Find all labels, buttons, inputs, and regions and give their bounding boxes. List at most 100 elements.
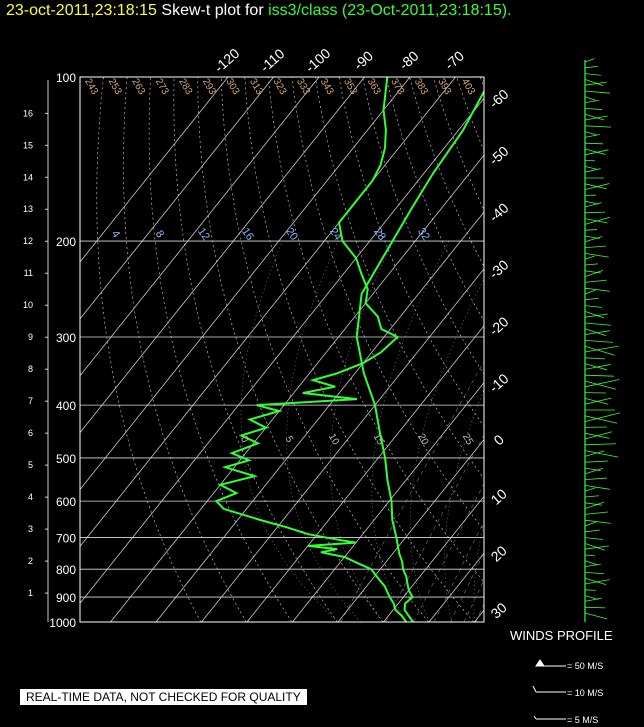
wind-barb xyxy=(584,357,605,360)
wind-barb xyxy=(584,545,609,550)
wind-barb xyxy=(584,477,607,480)
wind-barb xyxy=(584,364,611,370)
mixing-ratio-label: 32 xyxy=(415,226,432,243)
wind-barb xyxy=(584,460,608,463)
wind-barb xyxy=(584,380,617,390)
moist-adiabat-label: 25 xyxy=(460,432,475,448)
isotherm xyxy=(80,77,274,320)
wind-barb xyxy=(584,73,601,76)
isotherm xyxy=(80,77,229,263)
pressure-tick-label: 400 xyxy=(56,399,76,413)
title-plot-label: Skew-t plot for xyxy=(161,2,264,19)
dry-adiabat xyxy=(96,77,202,622)
dry-adiabat-label: 273 xyxy=(153,77,171,97)
temperature-tick-label: -100 xyxy=(302,45,334,76)
dry-adiabat-label: 333 xyxy=(294,77,312,97)
wind-barb xyxy=(584,415,618,424)
height-tick-label: 6 xyxy=(28,428,33,438)
wind-barb xyxy=(584,501,605,509)
temperature-tick-label: -30 xyxy=(486,256,512,282)
wind-barb xyxy=(584,554,595,557)
dry-adiabat-label: 283 xyxy=(176,77,194,97)
wind-barb xyxy=(584,183,610,190)
dry-adiabat xyxy=(267,77,484,583)
wind-barb xyxy=(584,229,598,231)
wind-barb xyxy=(584,495,599,498)
dry-adiabat-label: 263 xyxy=(129,77,147,97)
mixing-ratio-line xyxy=(433,520,484,622)
moist-adiabat-label: 10 xyxy=(326,432,341,448)
wind-barb xyxy=(584,81,607,86)
dry-adiabat xyxy=(220,77,429,622)
quality-warning: REAL-TIME DATA, NOT CHECKED FOR QUALITY xyxy=(20,689,307,705)
wind-barb xyxy=(584,134,600,138)
moist-adiabat-label: 0 xyxy=(238,434,251,445)
wind-legend-50: = 50 M/S xyxy=(567,661,604,671)
moist-adiabat xyxy=(286,240,362,622)
dry-adiabat xyxy=(123,77,247,622)
dry-adiabat xyxy=(385,77,484,322)
wind-barb xyxy=(584,263,598,266)
wind-barb xyxy=(584,183,607,190)
mixing-ratio-line xyxy=(340,360,484,622)
wind-barb xyxy=(584,345,619,353)
height-tick-label: 9 xyxy=(28,332,33,342)
dewpoint-trace xyxy=(214,77,408,622)
height-tick-label: 2 xyxy=(28,556,33,566)
wind-barb xyxy=(584,443,616,446)
moist-adiabat xyxy=(497,241,644,622)
temperature-tick-label: -40 xyxy=(486,199,512,225)
wind-barb xyxy=(584,450,619,458)
height-tick-label: 8 xyxy=(28,364,33,374)
temperature-tick-label: -50 xyxy=(486,143,512,169)
wind-barb xyxy=(584,589,597,591)
isotherm xyxy=(520,77,644,622)
height-tick-label: 15 xyxy=(23,140,33,150)
temperature-tick-label: -10 xyxy=(486,370,512,396)
mixing-ratio-label: 12 xyxy=(195,226,212,243)
wind-barb xyxy=(584,287,610,292)
wind-barb xyxy=(584,577,607,586)
dry-adiabat-label: 353 xyxy=(341,77,359,97)
height-tick-label: 11 xyxy=(24,268,33,278)
wind-barb xyxy=(584,374,614,377)
wind-barb xyxy=(584,537,603,540)
moist-adiabat-label: 20 xyxy=(415,432,430,448)
wind-barb xyxy=(584,168,601,173)
isotherm xyxy=(201,268,484,622)
mixing-ratio-line xyxy=(450,552,484,622)
temperature-tick-label: 0 xyxy=(490,431,507,448)
wind-barb xyxy=(584,125,611,128)
wind-barb xyxy=(584,579,610,585)
dry-adiabat-label: 323 xyxy=(271,77,289,97)
mixing-ratio-line xyxy=(463,579,484,622)
dry-adiabat xyxy=(527,77,644,622)
wind-legend-10-glyph xyxy=(532,685,566,693)
wind-barb xyxy=(584,563,601,567)
title-source: iss3/class (23-Oct-2011,23:18:15). xyxy=(268,2,512,19)
height-tick-label: 10 xyxy=(23,300,33,310)
dry-adiabat xyxy=(291,77,484,531)
winds-profile-title: WINDS PROFILE xyxy=(510,628,613,643)
dry-adiabat-label: 243 xyxy=(82,77,100,97)
wind-barb xyxy=(584,108,602,110)
height-tick-label: 14 xyxy=(23,172,33,182)
height-tick-label: 12 xyxy=(23,236,33,246)
height-tick-label: 1 xyxy=(28,588,33,598)
dry-adiabat xyxy=(148,77,293,622)
wind-barb xyxy=(584,467,604,475)
height-tick-label: 5 xyxy=(28,460,33,470)
isotherm xyxy=(155,211,484,622)
mixing-ratio-line xyxy=(475,603,484,622)
isotherm xyxy=(110,154,484,622)
temperature-tick-label: 20 xyxy=(488,542,510,564)
isotherm xyxy=(428,552,484,622)
wind-barb xyxy=(584,253,609,258)
wind-barb xyxy=(584,328,607,336)
isotherm xyxy=(80,77,456,548)
wind-barb xyxy=(584,100,599,103)
temperature-tick-label: -90 xyxy=(350,47,376,73)
pressure-tick-label: 700 xyxy=(56,532,76,546)
wind-barb xyxy=(584,529,600,533)
height-tick-label: 16 xyxy=(23,108,33,118)
